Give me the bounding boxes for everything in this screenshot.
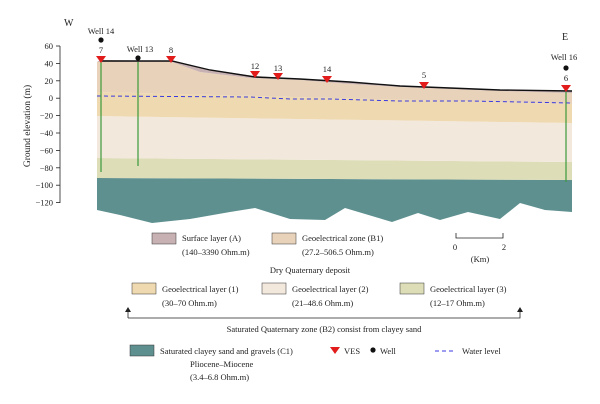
- legend-c1-name: Saturated clayey sand and gravels (C1): [160, 346, 293, 356]
- ves-8-marker: [166, 56, 176, 63]
- legend-b1-swatch: [271, 232, 297, 245]
- layer-1: [97, 92, 572, 123]
- west-label: W: [64, 18, 74, 29]
- legend-c1-range: (3.4–6.8 Ohm.m): [190, 372, 249, 382]
- legend-layer1-swatch: [131, 282, 157, 295]
- ves-6-marker: [561, 85, 571, 92]
- legend-dry-group: Dry Quaternary deposit: [270, 265, 351, 275]
- y-tick-label: −120: [35, 198, 53, 208]
- well-13-dot: [135, 55, 141, 61]
- ves-7-marker: [96, 56, 106, 63]
- layer-c1: [97, 178, 572, 223]
- legend-layer3-swatch: [399, 282, 425, 295]
- legend-layer3-range: (12–17 Ohm.m): [430, 298, 485, 308]
- legend-c1-sub: Pliocene–Miocene: [190, 359, 253, 369]
- y-axis-label: Ground elevation (m): [22, 85, 33, 167]
- legend-surface-name: Surface layer (A): [182, 233, 241, 243]
- well-14-label: Well 14: [88, 26, 115, 36]
- y-tick-label: 0: [49, 93, 53, 103]
- bracket-arrow-right: [517, 307, 523, 312]
- scale-bar: [455, 233, 504, 239]
- y-tick-label: 60: [45, 41, 54, 51]
- ves-5-label: 5: [422, 70, 426, 80]
- bracket-arrow-left: [125, 307, 131, 312]
- legend-well-dot: [370, 347, 376, 353]
- legend-layer1-name: Geoelectrical layer (1): [162, 284, 239, 294]
- well-16-label: Well 16: [551, 52, 577, 62]
- legend-saturated-group: Saturated Quaternary zone (B2) consist f…: [227, 324, 422, 334]
- y-ticks: 60 40 20 0 −20 −40 −60 −80 −100 −120: [35, 41, 60, 208]
- legend-surface-swatch: [151, 232, 177, 245]
- y-tick-label: −80: [40, 163, 53, 173]
- ves-13-marker: [273, 73, 283, 80]
- y-tick-label: −40: [40, 128, 53, 138]
- legend-layer2-name: Geoelectrical layer (2): [292, 284, 369, 294]
- y-tick-label: −100: [35, 180, 53, 190]
- y-tick-label: −20: [40, 111, 53, 121]
- east-label: E: [562, 32, 568, 43]
- legend-layer3-name: Geoelectrical layer (3): [430, 284, 507, 294]
- saturated-group-bracket: [127, 310, 521, 319]
- water-level-line: [96, 95, 573, 104]
- scale-start: 0: [453, 242, 457, 252]
- legend-surface-range: (140–3390 Ohm.m): [182, 247, 250, 257]
- y-tick-label: 40: [45, 58, 54, 68]
- legend-water-label: Water level: [462, 346, 501, 356]
- y-tick-label: −60: [40, 145, 53, 155]
- legend-ves-marker: [330, 347, 340, 354]
- ves-13-label: 13: [274, 63, 283, 73]
- layer-3: [97, 158, 572, 180]
- layer-2: [97, 116, 572, 162]
- legend-well-label: Well: [380, 346, 396, 356]
- well-14-dot: [98, 37, 104, 43]
- legend-layer1-range: (30–70 Ohm.m): [162, 298, 217, 308]
- ves-12-label: 12: [251, 61, 260, 71]
- ves-7-label: 7: [99, 45, 103, 55]
- legend-ves-label: VES: [344, 346, 360, 356]
- ves-6-label: 6: [564, 73, 568, 83]
- ves-14-label: 14: [323, 64, 332, 74]
- ves-5-marker: [419, 82, 429, 89]
- legend-layer2-range: (21–48.6 Ohm.m): [292, 298, 353, 308]
- well-13-label: Well 13: [127, 44, 153, 54]
- y-tick-label: 20: [45, 76, 54, 86]
- ves-8-label: 8: [169, 45, 173, 55]
- ves-12-marker: [250, 71, 260, 78]
- scale-end: 2: [502, 242, 506, 252]
- scale-unit: (Km): [471, 254, 490, 264]
- ves-14-marker: [322, 76, 332, 83]
- well-16-dot: [563, 65, 569, 71]
- legend-b1-name: Geoelectrical zone (B1): [302, 233, 383, 243]
- legend-layer2-swatch: [261, 282, 287, 295]
- ground-surface-line: [100, 60, 573, 92]
- zone-b1: [97, 62, 572, 104]
- legend-c1-swatch: [129, 344, 155, 357]
- legend-b1-range: (27.2–506.5 Ohm.m): [302, 247, 374, 257]
